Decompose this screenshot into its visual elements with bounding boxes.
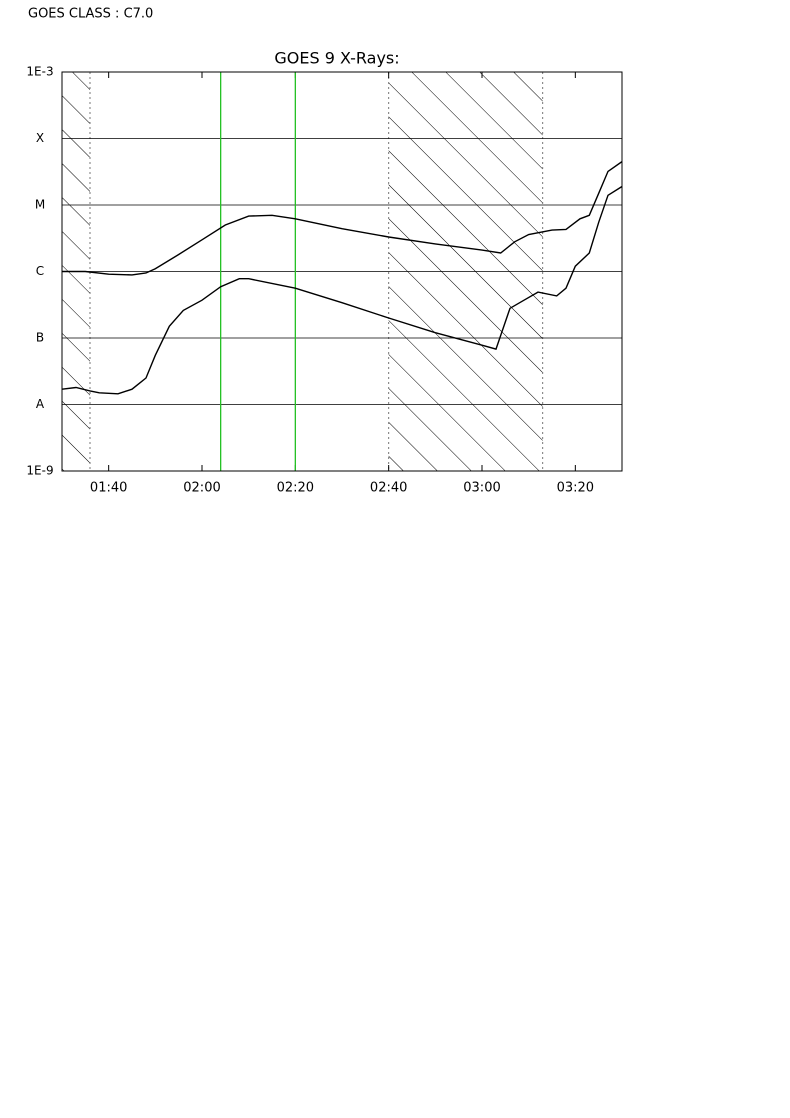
x-tick-label: 02:40 [370, 481, 407, 496]
x-tick-label: 03:00 [463, 481, 500, 496]
flux-line [62, 185, 622, 395]
y-tick-label: B [36, 331, 44, 345]
chart-title: GOES 9 X-Rays: [274, 49, 399, 68]
x-tick-label: 01:40 [90, 481, 127, 496]
y-tick-label: A [36, 397, 45, 411]
x-tick-label: 02:20 [277, 481, 314, 496]
flux-line [62, 161, 622, 276]
y-tick-label: 1E-3 [26, 65, 53, 79]
y-tick-label: M [35, 198, 45, 212]
x-tick-label: 03:20 [557, 481, 594, 496]
y-tick-label: X [36, 131, 44, 145]
y-tick-label: C [36, 264, 44, 278]
x-tick-label: 02:00 [183, 481, 220, 496]
y-tick-label: 1E-9 [26, 464, 53, 478]
class-annotation: GOES CLASS : C7.0 [28, 7, 153, 22]
plot-frame [61, 71, 623, 472]
